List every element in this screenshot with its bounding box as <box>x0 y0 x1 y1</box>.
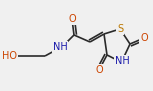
Text: S: S <box>117 24 123 34</box>
Text: NH: NH <box>115 56 129 66</box>
Text: O: O <box>140 33 148 43</box>
Text: NH: NH <box>53 42 67 52</box>
Text: O: O <box>95 65 103 75</box>
Text: O: O <box>68 14 76 24</box>
Text: HO: HO <box>2 51 17 61</box>
